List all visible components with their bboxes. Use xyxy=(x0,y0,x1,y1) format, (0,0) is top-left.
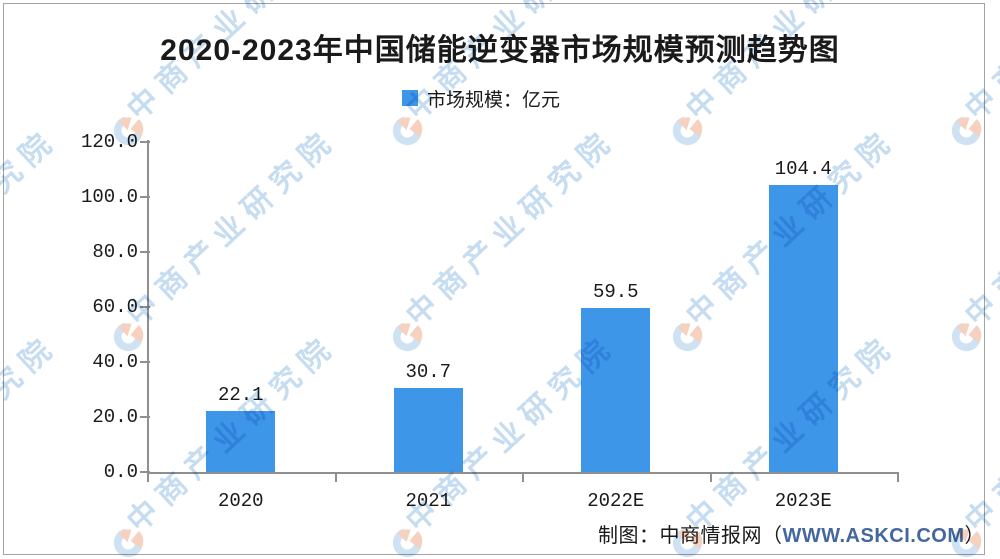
footer: 制图：中商情报网（WWW.ASKCI.COM） xyxy=(598,519,985,548)
y-tick-label: 20.0 xyxy=(92,406,138,428)
y-tick-mark xyxy=(140,306,150,308)
legend-swatch-icon xyxy=(402,90,418,106)
y-tick-label: 120.0 xyxy=(80,131,138,153)
bar-value-label: 30.7 xyxy=(405,361,452,383)
x-category-label: 2021 xyxy=(405,490,452,512)
y-tick-label: 0.0 xyxy=(103,461,138,483)
x-tick-mark xyxy=(897,474,899,482)
footer-url[interactable]: WWW.ASKCI.COM xyxy=(782,525,965,547)
y-tick-label: 80.0 xyxy=(92,241,138,263)
x-axis-line xyxy=(147,472,899,474)
bar-2023E xyxy=(768,185,838,472)
y-tick-label: 60.0 xyxy=(92,296,138,318)
x-category-label: 2020 xyxy=(217,490,264,512)
askci-logo-icon xyxy=(113,322,144,352)
footer-suffix: ） xyxy=(964,525,985,547)
y-tick-mark xyxy=(140,251,150,253)
x-tick-mark xyxy=(522,474,524,482)
x-tick-mark xyxy=(147,474,149,482)
watermark-text: 中商产业研究院 xyxy=(121,122,344,333)
askci-logo-icon xyxy=(672,116,703,146)
bar-value-label: 104.4 xyxy=(774,158,832,180)
bar-2021 xyxy=(393,388,463,472)
y-tick-mark xyxy=(140,196,150,198)
watermark-text: 中商产业研究院 xyxy=(959,328,1000,539)
askci-logo-icon xyxy=(672,322,703,352)
y-tick-mark xyxy=(140,361,150,363)
chart-title: 2020-2023年中国储能逆变器市场规模预测趋势图 xyxy=(160,34,840,67)
askci-logo-icon xyxy=(951,116,982,146)
watermark-text: 中商产业研究院 xyxy=(959,122,1000,333)
bar-value-label: 59.5 xyxy=(592,281,639,303)
askci-logo-icon xyxy=(392,528,423,558)
bar-2020 xyxy=(206,411,276,472)
askci-logo-icon xyxy=(392,116,423,146)
y-tick-label: 40.0 xyxy=(92,351,138,373)
y-tick-mark xyxy=(140,471,150,473)
footer-credit-text: 制图：中商情报网（ xyxy=(597,525,783,547)
bar-value-label: 22.1 xyxy=(217,384,264,406)
legend: 市场规模：亿元 xyxy=(402,88,560,111)
x-tick-mark xyxy=(334,474,337,482)
y-tick-label: 100.0 xyxy=(80,186,138,208)
x-category-label: 2022E xyxy=(587,490,645,512)
askci-logo-icon xyxy=(392,322,423,352)
askci-logo-icon xyxy=(113,528,144,558)
askci-logo-icon xyxy=(951,322,982,352)
y-tick-mark xyxy=(140,416,150,418)
x-category-label: 2023E xyxy=(774,490,832,512)
y-tick-mark xyxy=(140,141,150,143)
bar-2022E xyxy=(581,308,651,472)
y-axis-line xyxy=(147,140,149,474)
x-tick-mark xyxy=(709,474,712,482)
legend-label: 市场规模：亿元 xyxy=(427,89,561,111)
